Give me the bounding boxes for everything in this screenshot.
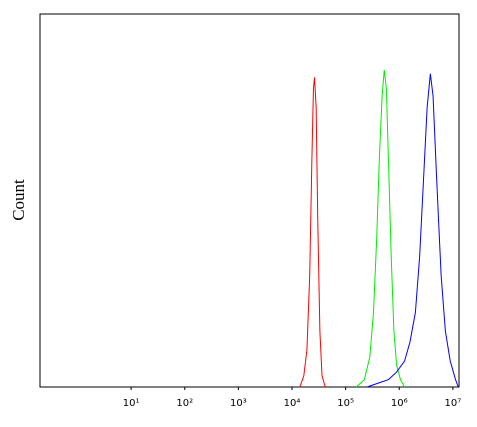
x-tick-label: 10⁶	[391, 398, 408, 409]
plot-frame	[39, 13, 460, 388]
x-tick-label: 10²	[176, 398, 193, 409]
histogram-line	[299, 77, 326, 388]
histogram-line	[355, 69, 406, 388]
x-tick-label: 10⁷	[445, 398, 462, 409]
y-axis-label: Count	[9, 179, 28, 221]
x-tick-label: 10⁴	[284, 398, 301, 409]
x-tick-label: 10⁵	[337, 398, 354, 409]
x-tick-label: 10¹	[123, 398, 140, 409]
histogram-line	[366, 73, 459, 388]
x-tick-label: 10³	[230, 398, 247, 409]
